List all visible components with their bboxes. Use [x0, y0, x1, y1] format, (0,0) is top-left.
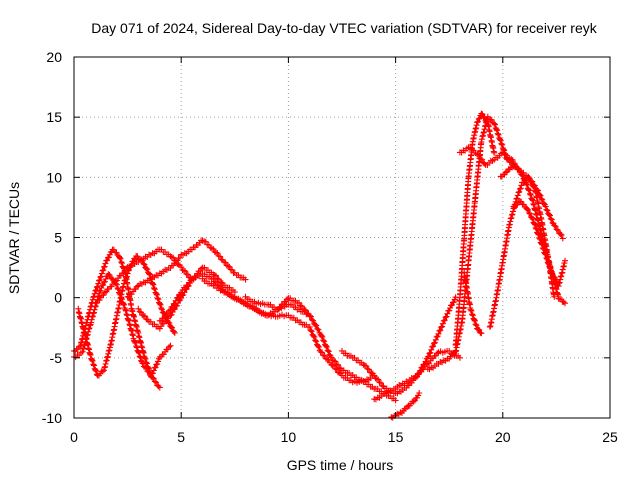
- y-tick-label: -5: [50, 350, 63, 366]
- point-markers: [371, 294, 459, 403]
- series-arc-15: [461, 269, 485, 337]
- point-markers: [510, 198, 568, 307]
- series-arc-19: [510, 198, 568, 307]
- x-axis-ticks: 0 5 10 15 20 25: [70, 57, 618, 445]
- point-markers: [242, 293, 399, 404]
- point-markers: [452, 110, 498, 348]
- y-tick-label: 0: [54, 290, 62, 306]
- point-markers: [199, 275, 378, 386]
- series-arc-14: [452, 110, 498, 348]
- y-tick-label: 5: [54, 230, 62, 246]
- y-tick-label: -10: [42, 410, 62, 426]
- chart-title: Day 071 of 2024, Sidereal Day-to-day VTE…: [91, 20, 597, 36]
- x-tick-label: 20: [495, 429, 511, 445]
- point-markers: [339, 347, 463, 397]
- data-points: [71, 110, 568, 421]
- series-arc-5: [124, 237, 249, 300]
- series-arc-11: [371, 294, 459, 403]
- x-axis-label: GPS time / hours: [287, 457, 394, 473]
- point-markers: [124, 237, 249, 300]
- series-arc-10: [339, 347, 463, 397]
- x-tick-label: 10: [281, 429, 297, 445]
- series-arc-8: [199, 275, 378, 386]
- y-axis-ticks: -10 -5 0 5 10 15 20: [42, 49, 610, 426]
- series-arc-12: [388, 390, 423, 421]
- x-tick-label: 25: [602, 429, 618, 445]
- x-tick-label: 0: [70, 429, 78, 445]
- y-tick-label: 15: [46, 109, 62, 125]
- series-arc-4: [92, 246, 195, 306]
- point-markers: [135, 264, 238, 332]
- x-tick-label: 5: [177, 429, 185, 445]
- series-arc-9: [242, 293, 399, 404]
- x-tick-label: 15: [388, 429, 404, 445]
- point-markers: [388, 390, 423, 421]
- y-tick-label: 20: [46, 49, 62, 65]
- point-markers: [92, 246, 195, 306]
- series-arc-6: [135, 264, 238, 332]
- grid-lines: [74, 57, 610, 418]
- y-tick-label: 10: [46, 169, 62, 185]
- point-markers: [461, 269, 485, 337]
- y-axis-label: SDTVAR / TECUs: [6, 182, 22, 294]
